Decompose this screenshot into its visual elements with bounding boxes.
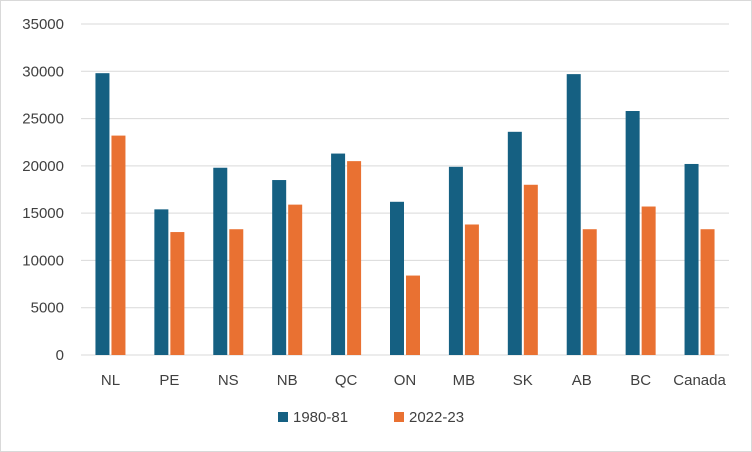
bar-pe-1980-81 — [154, 209, 169, 355]
bar-nb-2022-23 — [288, 204, 303, 355]
y-tick-label: 0 — [56, 347, 64, 364]
bar-bc-1980-81 — [625, 111, 640, 356]
bar-mb-2022-23 — [464, 224, 479, 355]
bar-on-1980-81 — [390, 201, 404, 355]
x-tick-label-pe: PE — [159, 372, 179, 389]
bar-nl-1980-81 — [95, 73, 110, 356]
legend-label-1980-81: 1980-81 — [293, 409, 348, 426]
bar-canada-2022-23 — [700, 229, 715, 355]
bar-qc-1980-81 — [331, 153, 346, 355]
bar-nl-2022-23 — [111, 135, 126, 355]
x-tick-label-sk: SK — [513, 372, 533, 389]
bar-sk-2022-23 — [523, 184, 538, 355]
bars — [95, 73, 715, 356]
bar-ab-2022-23 — [582, 229, 597, 355]
x-tick-label-canada: Canada — [673, 372, 726, 389]
x-tick-label-bc: BC — [630, 372, 651, 389]
bar-pe-2022-23 — [170, 232, 185, 355]
gridlines — [81, 23, 729, 356]
bar-bc-2022-23 — [641, 206, 656, 355]
x-tick-label-nb: NB — [277, 372, 298, 389]
bar-ab-1980-81 — [566, 74, 581, 355]
y-axis-tick-labels: 0 5000 10000 15000 20000 25000 30000 35000 — [22, 16, 64, 364]
legend-label-2022-23: 2022-23 — [409, 409, 464, 426]
legend: 1980-81 2022-23 — [278, 409, 464, 426]
legend-swatch-1980-81 — [278, 412, 288, 422]
x-tick-label-ab: AB — [572, 372, 592, 389]
y-tick-label: 25000 — [22, 111, 64, 128]
y-tick-label: 35000 — [22, 16, 64, 33]
x-tick-label-ns: NS — [218, 372, 239, 389]
y-tick-label: 15000 — [22, 205, 64, 222]
bar-nb-1980-81 — [272, 180, 287, 355]
x-tick-label-qc: QC — [335, 372, 358, 389]
bar-ns-1980-81 — [213, 167, 228, 355]
bar-canada-1980-81 — [684, 163, 699, 355]
x-axis-tick-labels: NL PE NS NB QC ON MB SK AB BC Canada — [101, 372, 727, 389]
bar-qc-2022-23 — [347, 161, 362, 355]
bar-ns-2022-23 — [229, 229, 244, 355]
bar-mb-1980-81 — [448, 166, 463, 355]
y-tick-label: 5000 — [31, 300, 64, 317]
x-tick-label-mb: MB — [453, 372, 476, 389]
x-tick-label-on: ON — [394, 372, 417, 389]
x-tick-label-nl: NL — [101, 372, 120, 389]
y-tick-label: 20000 — [22, 158, 64, 175]
y-tick-label: 30000 — [22, 63, 64, 80]
bar-sk-1980-81 — [507, 131, 522, 355]
bar-on-2022-23 — [406, 275, 420, 355]
legend-swatch-2022-23 — [394, 412, 404, 422]
y-tick-label: 10000 — [22, 252, 64, 269]
